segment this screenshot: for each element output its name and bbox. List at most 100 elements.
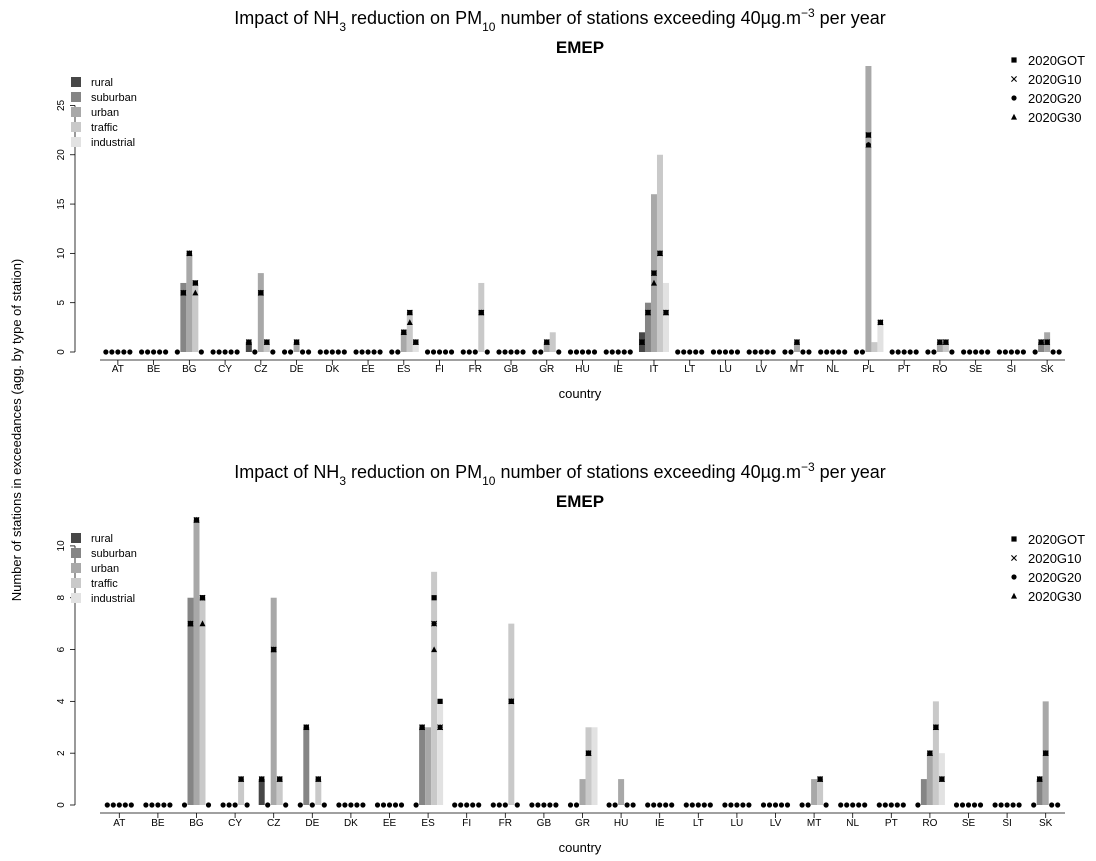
zero-marker-fi-rural <box>424 349 431 355</box>
zero-marker-ro-suburban <box>931 349 937 355</box>
y-tick-label: 20 <box>56 149 67 161</box>
bar-cz-traffic <box>263 342 270 352</box>
scenario-marker-2020g30-bg-traffic <box>192 289 199 296</box>
zero-marker-cy-urban <box>232 802 238 808</box>
zero-marker-fr-urban <box>502 802 508 808</box>
zero-marker-dk-urban <box>329 349 335 355</box>
legend-label-2020got: 2020GOT <box>1028 53 1085 68</box>
y-tick-label: 0 <box>56 349 67 355</box>
zero-marker-si-traffic <box>1014 349 1020 355</box>
x-tick-label-lv: LV <box>755 364 767 375</box>
zero-marker-sk-rural <box>1032 349 1038 355</box>
bar-mt-traffic <box>817 779 824 805</box>
bar-cz-urban <box>257 273 264 352</box>
x-tick-label-ie: IE <box>614 364 624 375</box>
legend-label-2020g20: 2020G20 <box>1028 570 1082 585</box>
bar-es-traffic <box>406 312 413 352</box>
zero-marker-lt-suburban <box>689 802 695 808</box>
legend-label-2020g10: 2020G10 <box>1028 72 1082 87</box>
bar-it-industrial <box>662 282 669 352</box>
x-tick-label-fi: FI <box>435 364 444 375</box>
zero-marker-fi-urban <box>464 802 470 808</box>
x-tick-label-fi: FI <box>462 818 471 829</box>
legend-swatch-suburban <box>71 548 81 558</box>
zero-marker-lt-industrial <box>707 802 713 808</box>
zero-marker-cz-industrial <box>270 349 276 355</box>
legend-label-rural: rural <box>91 533 113 545</box>
chart-subtitle: EMEP <box>556 492 604 511</box>
x-tick-label-lt: LT <box>684 364 695 375</box>
scenario-marker-2020g20-bg-traffic <box>192 280 198 286</box>
zero-marker-lu-traffic <box>740 802 746 808</box>
scenario-marker-2020g30-ro-traffic <box>942 338 949 345</box>
scenario-marker-2020g20-bg-traffic <box>199 595 206 601</box>
zero-marker-fr-rural <box>460 349 466 355</box>
zero-marker-hu-traffic <box>585 349 592 355</box>
scenario-marker-2020g30-ro-urban <box>926 749 933 756</box>
zero-marker-ie-urban <box>615 349 621 355</box>
zero-marker-pt-industrial <box>913 349 919 355</box>
zero-marker-de-rural <box>297 802 303 808</box>
zero-marker-mt-suburban <box>788 349 794 355</box>
scenario-marker-2020g30-it-traffic <box>656 250 663 256</box>
bar-fr-traffic <box>508 623 515 805</box>
x-tick-label-at: AT <box>112 364 124 375</box>
zero-marker-lu-rural <box>722 802 728 808</box>
zero-marker-ie-suburban <box>609 349 615 355</box>
x-tick-label-cz: CZ <box>254 364 267 375</box>
zero-marker-lv-traffic <box>764 349 770 355</box>
legend-station-types: rural suburban urban traffic industrial <box>71 533 137 605</box>
legend-label-urban: urban <box>91 563 119 575</box>
legend-swatch-traffic <box>71 122 81 132</box>
zero-marker-pt-suburban <box>895 349 901 355</box>
x-axis-label: country <box>559 840 602 855</box>
chart-subtitle: EMEP <box>556 38 604 57</box>
zero-marker-si-urban <box>1004 802 1010 808</box>
zero-marker-ee-industrial <box>377 349 383 355</box>
zero-marker-ro-industrial <box>949 349 955 355</box>
zero-marker-lv-urban <box>772 802 779 808</box>
zero-marker-ie-suburban <box>651 802 657 808</box>
bar-mt-urban <box>811 779 818 805</box>
bar-gr-industrial <box>591 727 598 805</box>
scenario-marker-2020g30-fr-traffic <box>478 309 485 316</box>
zero-marker-be-industrial <box>167 802 173 808</box>
zero-marker-ee-traffic <box>392 802 399 808</box>
zero-marker-se-industrial <box>977 802 984 808</box>
x-tick-label-gr: GR <box>539 364 554 375</box>
zero-marker-hu-suburban <box>573 349 580 355</box>
scenario-marker-2020g30-de-suburban <box>303 724 310 730</box>
bar-es-urban <box>425 727 432 805</box>
zero-marker-pt-rural <box>889 349 895 355</box>
zero-marker-gb-industrial <box>520 349 526 355</box>
zero-marker-lt-rural <box>683 802 689 808</box>
x-tick-label-gb: GB <box>537 818 552 829</box>
scenario-marker-2020g30-es-traffic <box>406 319 413 326</box>
zero-marker-ee-suburban <box>380 802 387 808</box>
zero-marker-hu-suburban <box>612 802 618 808</box>
scenario-marker-2020g30-es-industrial <box>437 724 444 730</box>
zero-marker-cy-suburban <box>226 802 232 808</box>
zero-marker-be-urban <box>155 802 161 808</box>
scenario-marker-2020g30-cz-urban <box>257 289 264 296</box>
zero-marker-fr-industrial <box>484 349 490 355</box>
zero-marker-nl-suburban <box>844 802 850 808</box>
zero-marker-gb-industrial <box>553 802 559 808</box>
legend-label-traffic: traffic <box>91 122 118 134</box>
scenario-marker-2020g30-gr-urban <box>543 338 550 345</box>
x-tick-label-pl: PL <box>862 364 875 375</box>
scenario-marker-2020g30-bg-traffic <box>199 620 206 627</box>
scenario-marker-2020g30-bg-suburban <box>187 620 194 627</box>
x-tick-label-hu: HU <box>614 818 628 829</box>
y-tick-label: 5 <box>56 299 67 305</box>
scenario-marker-2020g20-it-urban <box>651 270 657 276</box>
x-tick-label-pt: PT <box>898 364 911 375</box>
zero-marker-pt-traffic <box>907 349 913 355</box>
zero-marker-hu-urban <box>579 349 586 355</box>
scenario-marker-2020g30-ro-traffic <box>932 724 939 730</box>
zero-marker-fr-rural <box>490 802 496 808</box>
zero-marker-ie-industrial <box>627 349 633 355</box>
bar-es-traffic <box>431 571 438 805</box>
zero-marker-at-rural <box>104 802 110 808</box>
